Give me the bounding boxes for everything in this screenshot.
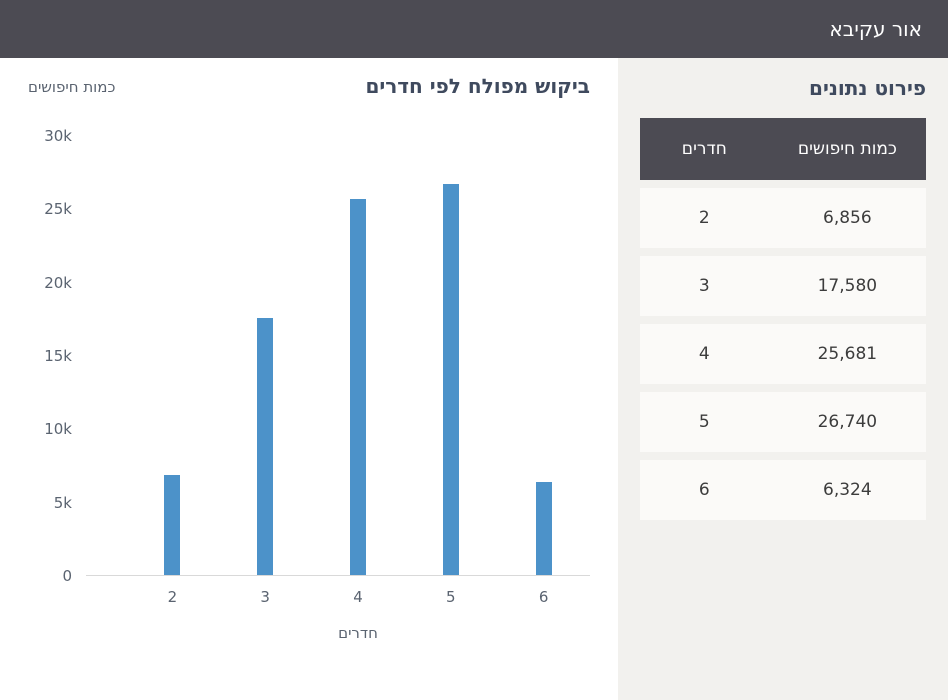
y-axis-title: כמות חיפושים	[28, 78, 116, 96]
searches-cell: 17,580	[817, 276, 878, 296]
rooms-cell: 5	[698, 412, 710, 432]
plot-area	[86, 136, 590, 576]
x-axis-title: חדרים	[338, 624, 378, 642]
bar-slot	[219, 136, 312, 575]
bar-2[interactable]	[164, 474, 181, 575]
y-axis: 30k 25k 20k 15k 10k 5k 0	[28, 127, 86, 585]
table-row[interactable]: 26,740 5	[640, 392, 926, 452]
x-axis-labels: 2 3 4 5 6	[86, 588, 590, 606]
bar-chart: 30k 25k 20k 15k 10k 5k 0 2 3 4 5 6 חדרים	[28, 127, 590, 642]
rooms-cell: 2	[698, 208, 710, 228]
y-tick-label: 30k	[44, 127, 72, 145]
app-title: אור עקיבא	[829, 17, 922, 41]
panel-title: פירוט נתונים	[809, 76, 926, 100]
y-tick-label: 25k	[44, 200, 72, 219]
x-tick-label: 6	[538, 588, 549, 606]
bar-slot	[404, 136, 497, 575]
bar-slot	[497, 136, 590, 575]
searches-cell: 6,856	[823, 208, 872, 228]
x-tick-label: 5	[446, 588, 456, 606]
table-row[interactable]: 6,856 2	[640, 188, 926, 248]
chart-panel: ביקוש מפולח לפי חדרים כמות חיפושים 30k 25…	[0, 58, 618, 700]
y-tick-label: 0	[62, 567, 72, 585]
x-tick-label: 2	[167, 588, 178, 606]
column-header-searches: כמות חיפושים	[797, 139, 897, 159]
table-row[interactable]: 6,324 6	[640, 460, 926, 520]
x-tick-label: 4	[353, 588, 363, 606]
y-tick-label: 20k	[44, 273, 72, 292]
table-row[interactable]: 17,580 3	[640, 256, 926, 316]
data-table-body: 6,856 2 17,580 3 25,681 4 26,740 5 6,324 6	[640, 188, 926, 520]
searches-cell: 26,740	[817, 412, 878, 432]
column-header-rooms: חדרים	[681, 139, 727, 159]
rooms-cell: 4	[698, 344, 710, 364]
rooms-cell: 6	[698, 480, 710, 500]
chart-title: ביקוש מפולח לפי חדרים	[365, 74, 590, 98]
bar-slot	[126, 136, 219, 575]
app-header: אור עקיבא	[0, 0, 948, 58]
searches-cell: 6,324	[823, 480, 872, 500]
bar-4[interactable]	[349, 199, 366, 575]
y-tick-label: 10k	[44, 420, 72, 439]
bar-6[interactable]	[535, 482, 552, 575]
data-table: כמות חיפושים חדרים 6,856 2 17,580 3 25,681 4 2…	[640, 118, 926, 520]
table-row[interactable]: 25,681 4	[640, 324, 926, 384]
bar-3[interactable]	[257, 317, 274, 575]
bar-slot	[312, 136, 405, 575]
x-tick-label: 3	[260, 588, 270, 606]
main-content: פירוט נתונים כמות חיפושים חדרים 6,856 2 17…	[0, 58, 948, 700]
searches-cell: 25,681	[817, 344, 878, 364]
table-header-row: כמות חיפושים חדרים	[640, 118, 926, 180]
bars	[86, 136, 590, 575]
y-tick-label: 15k	[44, 347, 72, 365]
y-tick-label: 5k	[53, 493, 72, 512]
rooms-cell: 3	[698, 276, 710, 296]
data-detail-panel: פירוט נתונים כמות חיפושים חדרים 6,856 2 17…	[618, 58, 948, 700]
bar-5[interactable]	[442, 183, 459, 575]
